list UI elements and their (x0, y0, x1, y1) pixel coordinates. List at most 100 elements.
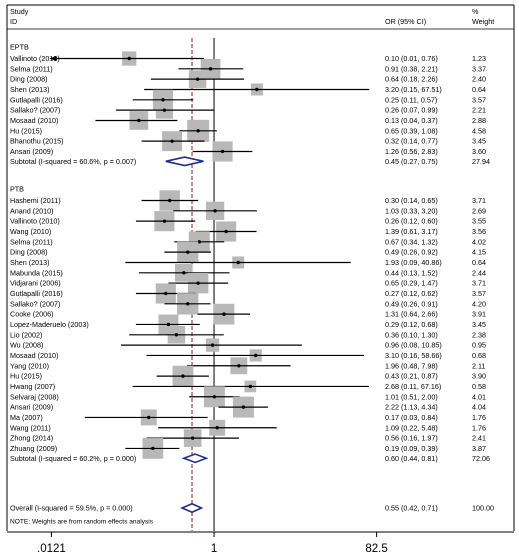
study-label: Mabunda (2015) (10, 268, 63, 277)
study-weight: 1.76 (472, 423, 486, 432)
study-or-ci: 0.25 (0.11, 0.57) (385, 95, 437, 104)
study-point-estimate (182, 271, 186, 275)
study-weight: 2.40 (472, 75, 486, 84)
study-label: Sallako? (2007) (10, 106, 60, 115)
study-weight: 0.64 (472, 258, 486, 267)
study-point-estimate (170, 139, 174, 143)
header-weight: Weight (472, 17, 494, 26)
study-weight: 0.58 (472, 382, 486, 391)
study-weight: 3.55 (472, 217, 486, 226)
study-weight: 1.23 (472, 54, 486, 63)
study-point-estimate (215, 426, 219, 430)
study-label: Mosaad (2010) (10, 116, 58, 125)
study-weight: 2.21 (472, 106, 486, 115)
study-weight: 3.60 (472, 147, 486, 156)
study-label: Ding (2008) (10, 248, 48, 257)
x-tick-label: 1 (211, 543, 217, 555)
x-tick-label: .0121 (37, 543, 66, 555)
study-label: Shen (2013) (10, 258, 50, 267)
study-weight: 0.64 (472, 85, 486, 94)
study-point-estimate (151, 446, 155, 451)
study-weight: 2.41 (472, 434, 486, 443)
study-weight: 3.57 (472, 289, 486, 298)
study-point-estimate (248, 384, 253, 389)
study-point-estimate (164, 291, 168, 296)
study-or-ci: 0.27 (0.12, 0.62) (385, 289, 438, 298)
subtotal-diamond (181, 453, 209, 464)
study-weight: 0.68 (472, 351, 486, 360)
study-weight: 3.71 (472, 279, 486, 288)
study-or-ci: 1.93 (0.09, 40.86) (385, 258, 442, 267)
study-or-ci: 0.26 (0.07, 0.99) (385, 106, 438, 115)
study-point-estimate (127, 56, 131, 61)
study-weight: 2.38 (472, 330, 486, 339)
study-weight: 3.90 (472, 372, 486, 381)
study-point-estimate (208, 67, 213, 71)
study-point-estimate (237, 364, 241, 368)
study-label: Zhong (2014) (10, 434, 53, 443)
study-weight: 3.45 (472, 320, 486, 329)
footnote: NOTE: Weights are from random effects an… (10, 519, 154, 526)
study-point-estimate (181, 374, 185, 378)
study-label: Gutlapalli (2016) (10, 289, 63, 298)
study-point-estimate (255, 87, 259, 92)
study-weight: 3.56 (472, 227, 486, 236)
header-or: OR (95% CI) (385, 17, 426, 26)
study-point-estimate (196, 281, 200, 285)
study-or-ci: 0.65 (0.39, 1.08) (385, 126, 438, 135)
study-label: Hu (2015) (10, 372, 42, 381)
study-label: Vallinoto (2010) (10, 217, 60, 226)
study-point-estimate (162, 219, 167, 223)
study-weight: 4.01 (472, 392, 486, 401)
study-label: Hwang (2007) (10, 382, 55, 391)
study-point-estimate (236, 260, 240, 265)
study-point-estimate (190, 436, 195, 440)
overall-or-ci: 0.55 (0.42, 0.71) (385, 504, 438, 513)
study-or-ci: 0.56 (0.16, 1.97) (385, 434, 438, 443)
study-weight: 4.04 (472, 403, 486, 412)
study-or-ci: 1.31 (0.64, 2.66) (385, 310, 438, 319)
study-or-ci: 1.26 (0.56, 2.83) (385, 147, 438, 156)
study-label: Wang (2011) (10, 423, 51, 432)
study-weight: 3.45 (472, 137, 486, 146)
study-label: Vallinoto (2010) (10, 54, 60, 63)
study-or-ci: 0.10 (0.01, 0.76) (385, 54, 438, 63)
subtotal-or-ci: 0.45 (0.27, 0.75) (385, 157, 438, 166)
study-point-estimate (161, 98, 165, 102)
study-or-ci: 0.19 (0.09, 0.39) (385, 444, 438, 453)
study-weight: 3.71 (472, 196, 486, 205)
study-label: Hashemi (2011) (10, 196, 61, 205)
study-label: Lopez-Maderuelo (2003) (10, 320, 89, 329)
subtotal-or-ci: 0.60 (0.44, 0.81) (385, 454, 438, 463)
study-label: Sallako? (2007) (10, 299, 60, 308)
study-or-ci: 0.96 (0.08, 10.85) (385, 341, 442, 350)
study-point-estimate (137, 118, 141, 123)
group-header: EPTB (10, 43, 29, 52)
study-or-ci: 1.09 (0.22, 5.48) (385, 423, 438, 432)
study-point-estimate (162, 108, 167, 112)
study-weight: 3.91 (472, 310, 486, 319)
study-weight: 4.02 (472, 237, 486, 246)
study-label: Selma (2011) (10, 237, 53, 246)
study-or-ci: 0.43 (0.21, 0.87) (385, 372, 438, 381)
study-point-estimate (196, 129, 200, 133)
study-label: Hu (2015) (10, 126, 42, 135)
study-point-estimate (210, 343, 215, 347)
study-weight: 4.15 (472, 248, 486, 257)
study-point-estimate (186, 250, 190, 254)
study-or-ci: 0.49 (0.26, 0.91) (385, 299, 438, 308)
subtotal-label: Subtotal (I-squared = 60.6%, p = 0.007) (10, 157, 136, 166)
study-or-ci: 1.39 (0.61, 3.17) (385, 227, 438, 236)
study-point-estimate (167, 198, 172, 203)
study-point-estimate (212, 395, 217, 399)
study-weight: 3.37 (472, 64, 486, 73)
overall-diamond (180, 502, 204, 514)
study-or-ci: 0.44 (0.13, 1.52) (385, 268, 438, 277)
study-or-ci: 0.36 (0.10, 1.30) (385, 330, 438, 339)
subtotal-weight: 27.94 (472, 157, 490, 166)
study-or-ci: 0.30 (0.14, 0.65) (385, 196, 438, 205)
study-label: Wu (2008) (10, 341, 43, 350)
study-label: Wang (2010) (10, 227, 51, 236)
study-point-estimate (254, 353, 258, 358)
